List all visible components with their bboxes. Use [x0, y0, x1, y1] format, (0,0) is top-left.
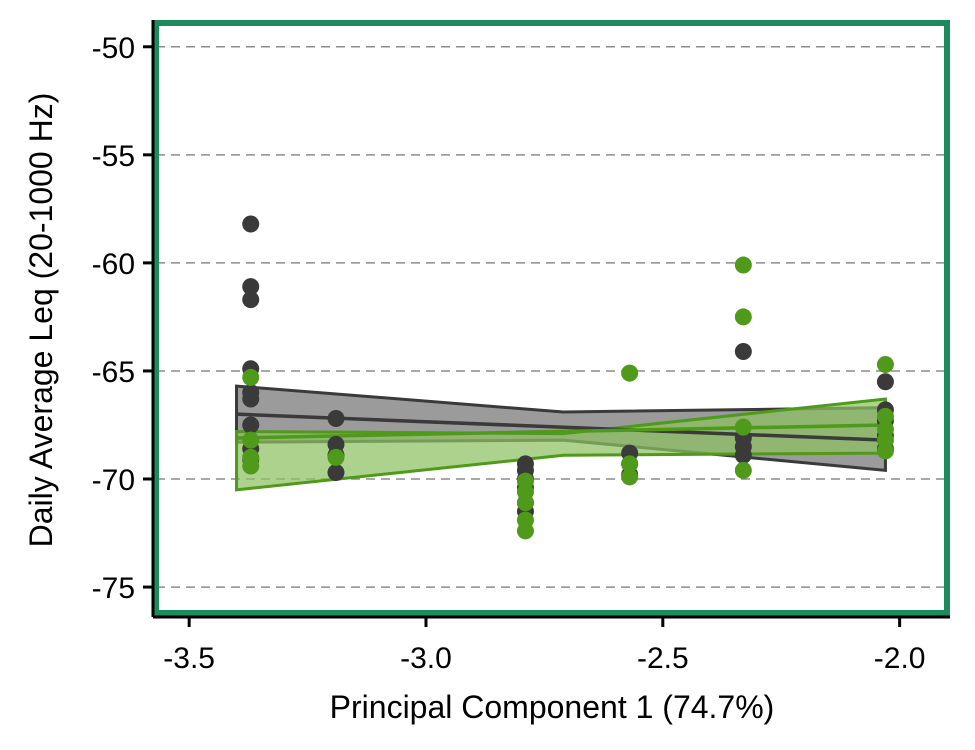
y-axis-title: Daily Average Leq (20-1000 Hz)	[23, 93, 59, 548]
data-point-s2-14	[734, 308, 752, 326]
data-point-s1-6	[242, 416, 260, 434]
data-point-s1-9	[327, 409, 345, 427]
data-point-s2-21	[876, 442, 894, 460]
data-point-s1-2	[242, 291, 260, 309]
data-point-s2-7	[516, 494, 534, 512]
y-tick-label-5: -75	[92, 572, 135, 605]
data-point-s1-5	[242, 390, 260, 408]
data-point-s1-0	[242, 215, 260, 233]
tick-labels: -50 -55 -60 -65 -70 -75 -3.5 -3.0 -2.5 -2.0	[92, 32, 926, 675]
data-points	[242, 215, 894, 540]
fit-lines	[236, 412, 886, 442]
y-tick-label-1: -55	[92, 140, 135, 173]
y-tick-label-0: -50	[92, 32, 135, 65]
data-point-s1-1	[242, 278, 260, 296]
x-tick-label-1: -3.0	[400, 642, 452, 675]
data-point-s2-11	[621, 455, 639, 473]
x-tick-label-3: -2.0	[874, 642, 926, 675]
axes	[143, 20, 950, 627]
x-tick-label-2: -2.5	[637, 642, 689, 675]
y-tick-label-4: -70	[92, 464, 135, 497]
x-tick-label-0: -3.5	[163, 642, 215, 675]
grid-lines	[156, 46, 947, 588]
fit-line-2	[236, 423, 886, 440]
y-tick-label-3: -65	[92, 356, 135, 389]
data-point-s2-4	[327, 448, 345, 466]
data-point-s2-3	[242, 457, 260, 475]
data-point-s2-10	[621, 364, 639, 382]
data-point-s1-26	[876, 373, 894, 391]
data-point-s2-0	[242, 368, 260, 386]
data-point-s2-18	[876, 407, 894, 425]
data-point-s2-16	[734, 461, 752, 479]
data-point-s2-1	[242, 431, 260, 449]
data-point-s2-17	[876, 355, 894, 373]
data-point-s1-25	[734, 446, 752, 464]
data-point-s2-15	[734, 418, 752, 436]
data-point-s2-12	[621, 468, 639, 486]
data-point-s1-22	[734, 342, 752, 360]
panel-border	[153, 20, 950, 616]
y-tick-label-2: -60	[92, 248, 135, 281]
data-point-s2-13	[734, 256, 752, 274]
data-point-s1-12	[327, 464, 345, 482]
fit-line-1	[236, 412, 886, 442]
x-axis-title: Principal Component 1 (74.7%)	[330, 689, 775, 725]
data-point-s2-9	[516, 522, 534, 540]
